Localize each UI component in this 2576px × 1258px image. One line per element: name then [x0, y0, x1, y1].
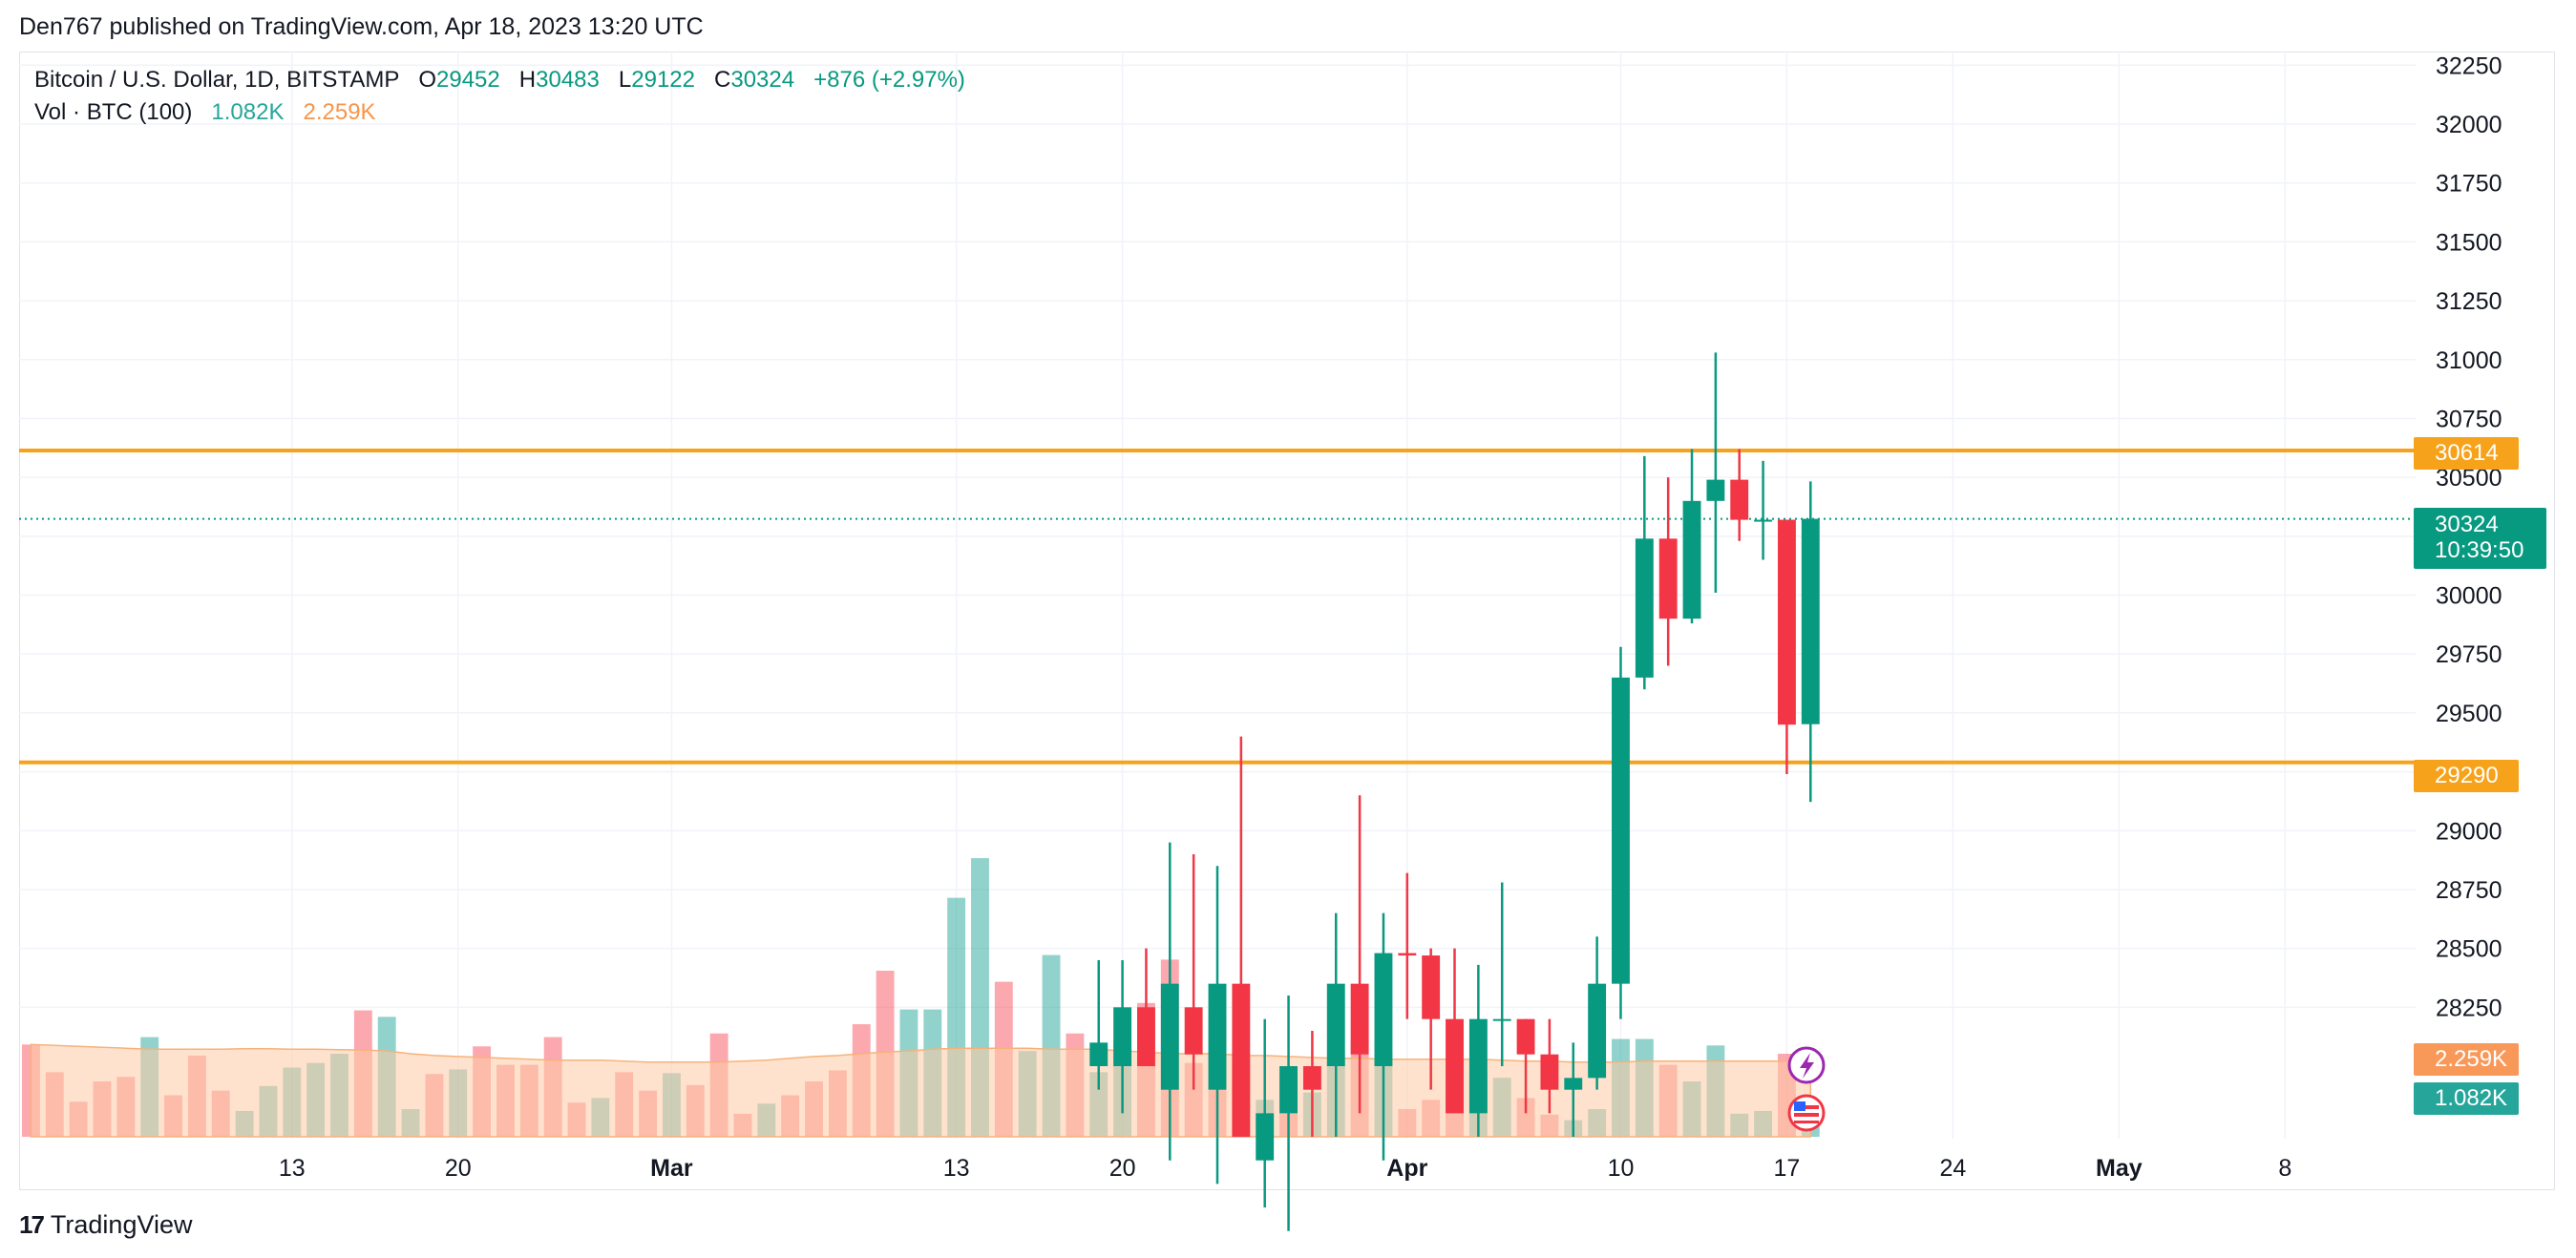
candle-body: [1588, 983, 1607, 1079]
time-tick-label: 24: [1939, 1155, 1966, 1182]
candle-body: [1730, 479, 1749, 520]
candle-body: [1374, 953, 1393, 1067]
candle-body: [1326, 983, 1345, 1067]
candle-body: [1516, 1018, 1535, 1055]
chart-grid: [19, 53, 2416, 1139]
candle-body: [1754, 519, 1773, 522]
time-tick-label: Mar: [650, 1155, 693, 1182]
time-tick-label: 13: [279, 1155, 306, 1182]
event-markers: [1787, 1046, 1826, 1132]
candle-body: [1113, 1007, 1132, 1067]
price-tick-label: 30750: [2436, 406, 2502, 432]
candle-body: [1564, 1078, 1583, 1090]
level-lower-label: 29290: [2414, 760, 2519, 792]
price-tick-label: 32000: [2436, 112, 2502, 138]
volume-legend: Vol · BTC (100) 1.082K 2.259K: [34, 99, 376, 126]
volume-axis-label: 1.082K: [2414, 1082, 2519, 1115]
price-tick-label: 28250: [2436, 995, 2502, 1021]
change-value: +876 (+2.97%): [813, 67, 965, 93]
candle-body: [1302, 1066, 1321, 1090]
price-tick-label: 28500: [2436, 936, 2502, 963]
high-value: 30483: [536, 67, 600, 93]
candle-body: [1089, 1042, 1109, 1067]
candle-body: [1468, 1018, 1488, 1114]
last-price-value: 30324: [2435, 512, 2499, 537]
price-tick-label: 29000: [2436, 818, 2502, 845]
candle-body: [1232, 983, 1251, 1138]
candle-body: [1658, 538, 1678, 619]
price-tick-label: 31000: [2436, 347, 2502, 374]
candle-body: [1492, 1018, 1511, 1021]
chart-frame: [19, 52, 2555, 1190]
candle-body: [1706, 479, 1725, 501]
symbol-title: Bitcoin / U.S. Dollar, 1D, BITSTAMP: [34, 67, 400, 93]
candle-body: [1137, 1007, 1155, 1067]
time-tick-label: 17: [1774, 1155, 1801, 1182]
volume-ma-axis-label: 2.259K: [2414, 1043, 2519, 1076]
tradingview-logo[interactable]: 17 TradingView: [19, 1210, 193, 1240]
candlestick-series: [1089, 352, 1820, 1231]
price-tick-label: 31750: [2436, 171, 2502, 198]
tradingview-brand: TradingView: [50, 1210, 193, 1239]
price-tick-label: 31500: [2436, 229, 2502, 256]
candle-body: [1682, 500, 1701, 619]
open-value: 29452: [436, 67, 500, 93]
candle-body: [1777, 519, 1796, 725]
price-tick-label: 29500: [2436, 701, 2502, 727]
level-upper-label: 30614: [2414, 437, 2519, 470]
time-tick-label: 20: [445, 1155, 472, 1182]
last-price-label: 30324 10:39:50: [2414, 508, 2546, 569]
time-tick-label: 13: [943, 1155, 970, 1182]
publish-attribution: Den767 published on TradingView.com, Apr…: [19, 13, 704, 40]
us-flag-event-icon[interactable]: [1787, 1094, 1826, 1132]
volume-value: 1.082K: [211, 99, 285, 125]
tradingview-logo-icon: 17: [19, 1210, 45, 1239]
candle-body: [1350, 983, 1369, 1055]
candle-body: [1208, 983, 1227, 1090]
price-tick-label: 28750: [2436, 877, 2502, 904]
candle-body: [1422, 955, 1441, 1019]
price-tick-label: 29750: [2436, 641, 2502, 668]
volume-ma-value: 2.259K: [303, 99, 376, 125]
bar-countdown: 10:39:50: [2435, 537, 2524, 563]
low-value: 29122: [631, 67, 695, 93]
time-tick-label: Apr: [1386, 1155, 1427, 1182]
candle-body: [1184, 1007, 1203, 1055]
candle-body: [1279, 1066, 1298, 1114]
ohlc-legend: Bitcoin / U.S. Dollar, 1D, BITSTAMP O294…: [34, 67, 965, 93]
candle-body: [1160, 983, 1179, 1090]
volume-title: Vol · BTC (100): [34, 99, 193, 125]
candle-body: [1256, 1113, 1275, 1161]
close-value: 30324: [730, 67, 795, 93]
time-tick-label: 20: [1109, 1155, 1136, 1182]
lightning-event-icon[interactable]: [1787, 1046, 1826, 1084]
candle-body: [1540, 1054, 1559, 1090]
time-tick-label: May: [2096, 1155, 2143, 1182]
candle-body: [1612, 677, 1630, 984]
candle-body: [1801, 518, 1820, 724]
candle-body: [1635, 538, 1654, 678]
time-tick-label: 8: [2278, 1155, 2291, 1182]
price-tick-label: 32250: [2436, 52, 2502, 79]
price-tick-label: 30000: [2436, 583, 2502, 610]
horizontal-levels: [19, 449, 2416, 765]
time-tick-label: 10: [1608, 1155, 1635, 1182]
candle-body: [1446, 1018, 1464, 1114]
time-axis-ticks: 13 20 Mar 13 20 Apr 10 17 24 May 8: [279, 1155, 2291, 1182]
price-tick-label: 31250: [2436, 288, 2502, 315]
candle-body: [1398, 953, 1417, 956]
